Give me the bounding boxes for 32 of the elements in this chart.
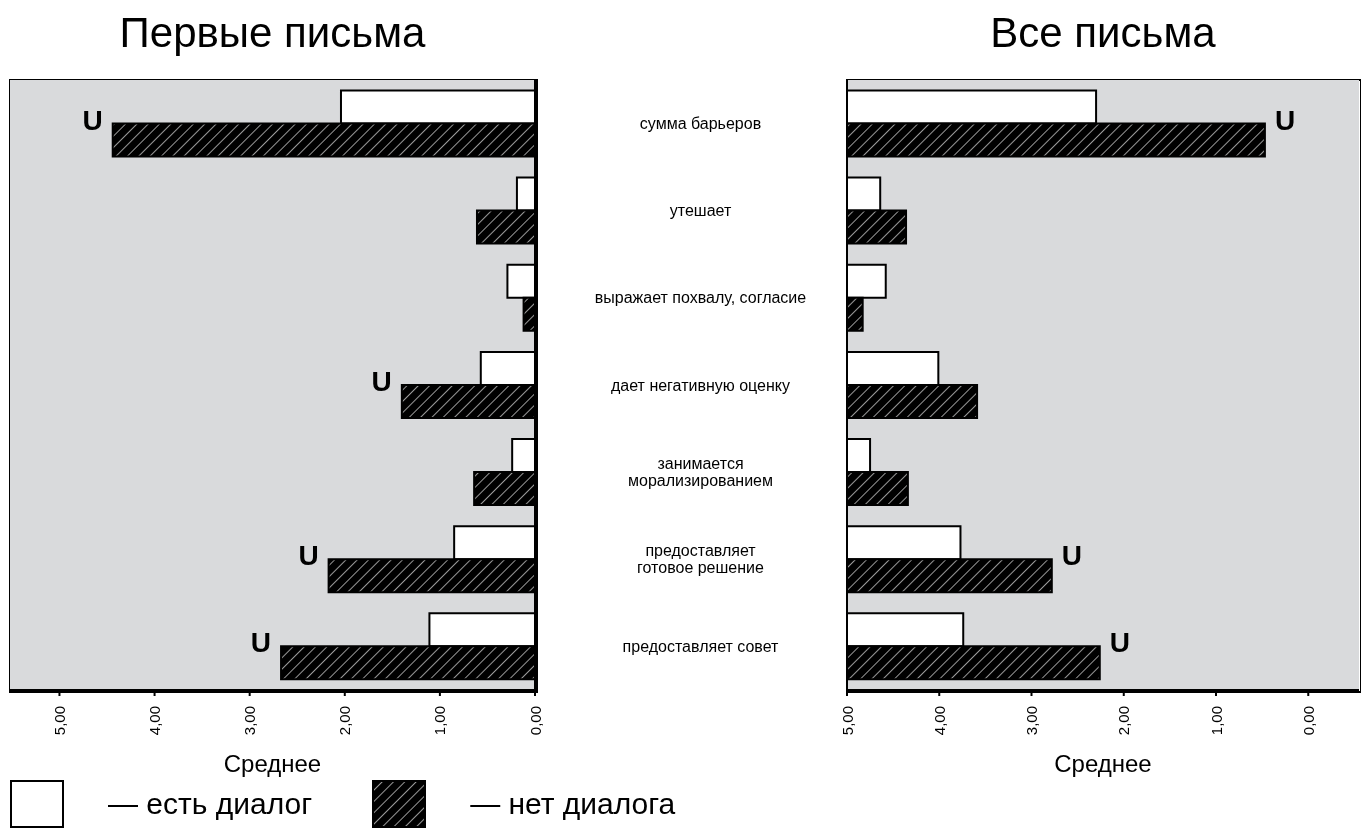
annotation: U xyxy=(1109,627,1131,659)
y-tick-label: выражает похвалу, согласие xyxy=(594,289,807,307)
annotation: U xyxy=(371,366,392,397)
x-tick-label: 4,00 xyxy=(146,706,164,736)
y-tick-label: предоставляет совет xyxy=(622,637,780,655)
annotation: U xyxy=(82,104,103,136)
x-tick-label: 1,00 xyxy=(1207,706,1225,736)
y-tick-label: предоставляет готовое решение xyxy=(637,542,765,577)
x-tick-label: 4,00 xyxy=(930,706,948,736)
x-tick-label: 0,00 xyxy=(526,706,544,736)
x-axis-title: Среднее xyxy=(1054,750,1152,777)
x-axis-title: Среднее xyxy=(223,750,322,777)
chart-title: Все письма xyxy=(989,8,1217,58)
y-tick-label: дает негативную оценку xyxy=(611,376,790,394)
y-tick-label: сумма барьеров xyxy=(639,115,762,133)
legend-label: — нет диалога xyxy=(470,787,676,821)
annotation: U xyxy=(298,540,319,572)
y-tick-label: занимается морализированием xyxy=(628,455,773,490)
annotation: U xyxy=(1274,104,1296,136)
x-tick-label: 5,00 xyxy=(50,706,68,736)
x-tick-label: 0,00 xyxy=(1299,706,1317,736)
x-tick-label: 3,00 xyxy=(1023,706,1040,736)
annotation: U xyxy=(1061,540,1083,572)
y-tick-label: утешает xyxy=(669,202,732,220)
x-tick-label: 1,00 xyxy=(431,706,449,736)
x-tick-label: 2,00 xyxy=(336,706,354,736)
x-tick-label: 3,00 xyxy=(241,706,259,736)
x-tick-label: 5,00 xyxy=(838,706,856,736)
chart-title: Первые письма xyxy=(118,8,427,58)
annotation: U xyxy=(250,627,272,659)
x-tick-label: 2,00 xyxy=(1115,706,1133,736)
legend-label: — есть диалог xyxy=(108,787,313,821)
